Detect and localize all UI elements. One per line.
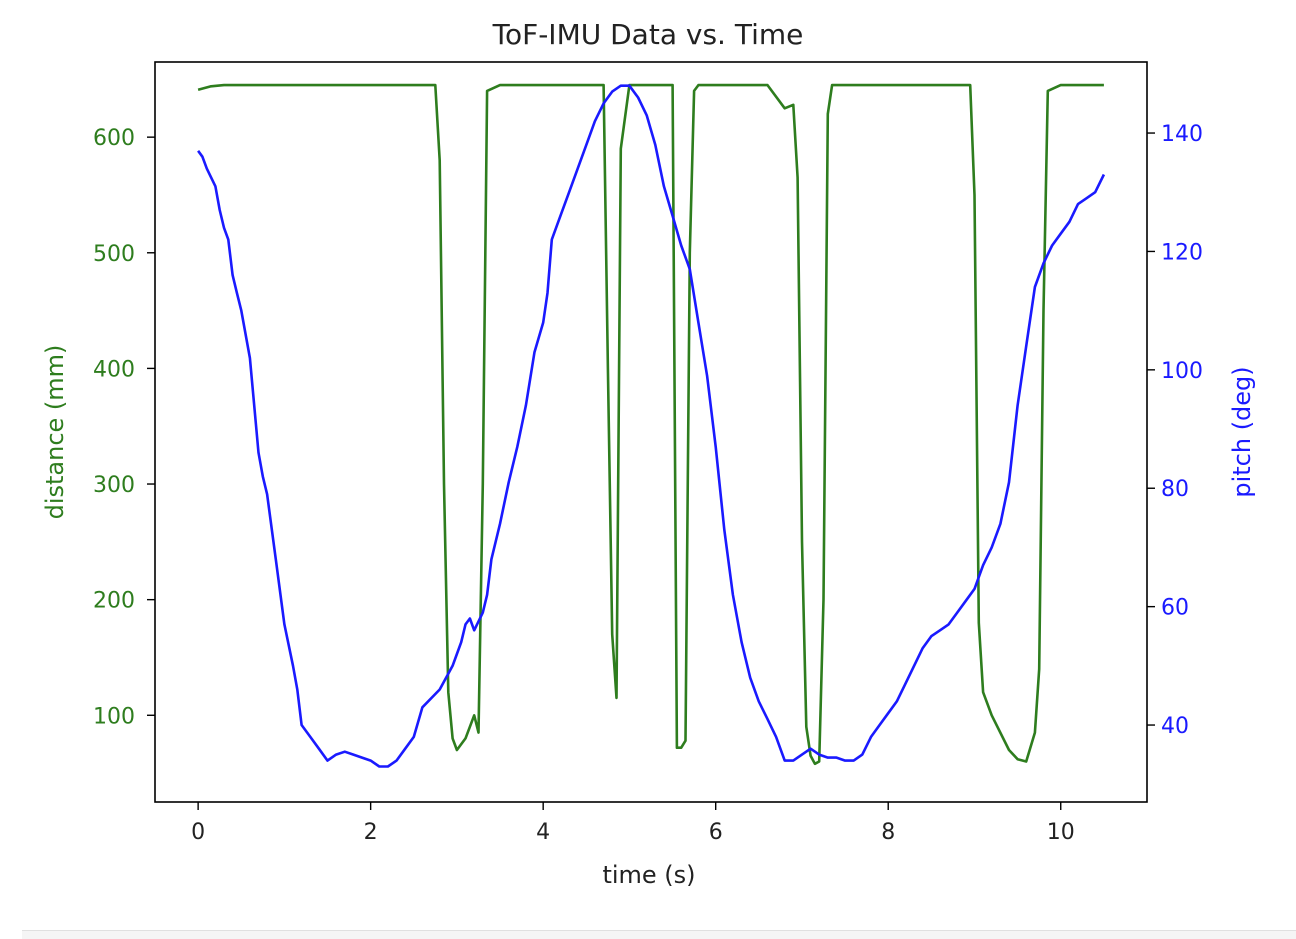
- left-y-axis: 100 200 300 400 500 600: [93, 126, 155, 729]
- left-y-axis-label: distance (mm): [41, 345, 69, 520]
- left-y-tick-label: 500: [93, 242, 135, 267]
- x-tick-label: 8: [881, 820, 895, 845]
- x-tick-label: 4: [536, 820, 550, 845]
- distance-series-line: [197, 83, 1104, 766]
- notebook-output-divider: [22, 930, 1296, 939]
- x-axis-label: time (s): [602, 861, 695, 889]
- pitch-series-line: [197, 84, 1106, 768]
- x-tick-label: 10: [1047, 820, 1075, 845]
- left-y-tick-label: 200: [93, 589, 135, 614]
- x-tick-label: 2: [364, 820, 378, 845]
- right-y-tick-label: 140: [1161, 122, 1203, 147]
- right-y-tick-label: 40: [1161, 714, 1189, 739]
- right-y-tick-label: 120: [1161, 240, 1203, 265]
- x-tick-label: 0: [191, 820, 205, 845]
- chart-title: ToF-IMU Data vs. Time: [492, 18, 804, 51]
- right-y-tick-label: 100: [1161, 359, 1203, 384]
- plot-lines: [197, 83, 1106, 768]
- left-y-tick-label: 300: [93, 473, 135, 498]
- right-y-tick-label: 80: [1161, 477, 1189, 502]
- x-axis: 0 2 4 6 8 10: [191, 802, 1075, 845]
- left-y-tick-label: 400: [93, 357, 135, 382]
- x-tick-label: 6: [709, 820, 723, 845]
- left-y-tick-label: 100: [93, 704, 135, 729]
- right-y-tick-label: 60: [1161, 596, 1189, 621]
- left-y-tick-label: 600: [93, 126, 135, 151]
- right-y-axis-label: pitch (deg): [1228, 366, 1256, 497]
- right-y-axis: 40 60 80 100 120 140: [1147, 122, 1203, 739]
- plot-frame: [154, 61, 1148, 803]
